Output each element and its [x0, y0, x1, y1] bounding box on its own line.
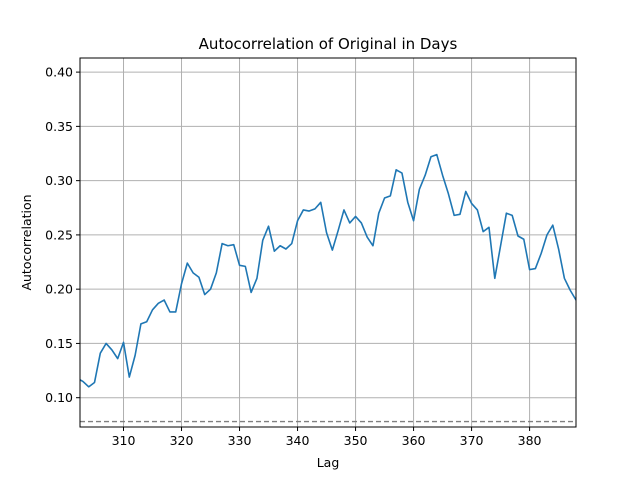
x-tick-label: 340 — [286, 433, 310, 448]
x-tick-label: 320 — [170, 433, 194, 448]
y-tick-label: 0.25 — [45, 227, 73, 242]
y-tick-label: 0.40 — [45, 65, 73, 80]
series-line — [80, 153, 576, 388]
y-axis-label: Autocorrelation — [19, 194, 34, 290]
x-tick-label: 370 — [460, 433, 484, 448]
chart-title: Autocorrelation of Original in Days — [199, 35, 458, 53]
x-tick-label: 310 — [112, 433, 136, 448]
x-tick-label: 380 — [518, 433, 542, 448]
x-axis-label: Lag — [317, 455, 340, 470]
y-axis: 0.10 0.15 0.20 0.25 0.30 0.35 0.40 — [45, 65, 80, 405]
y-tick-label: 0.35 — [45, 119, 73, 134]
y-tick-label: 0.20 — [45, 282, 73, 297]
x-tick-label: 360 — [402, 433, 426, 448]
plot-frame — [79, 57, 577, 428]
x-axis: 310 320 330 340 350 360 370 380 — [112, 427, 542, 448]
x-tick-label: 330 — [228, 433, 252, 448]
x-tick-label: 350 — [344, 433, 368, 448]
y-tick-label: 0.10 — [45, 390, 73, 405]
y-tick-label: 0.15 — [45, 336, 73, 351]
y-tick-label: 0.30 — [45, 173, 73, 188]
plot-background — [80, 58, 576, 427]
grid — [80, 58, 576, 427]
series-group — [80, 153, 576, 388]
